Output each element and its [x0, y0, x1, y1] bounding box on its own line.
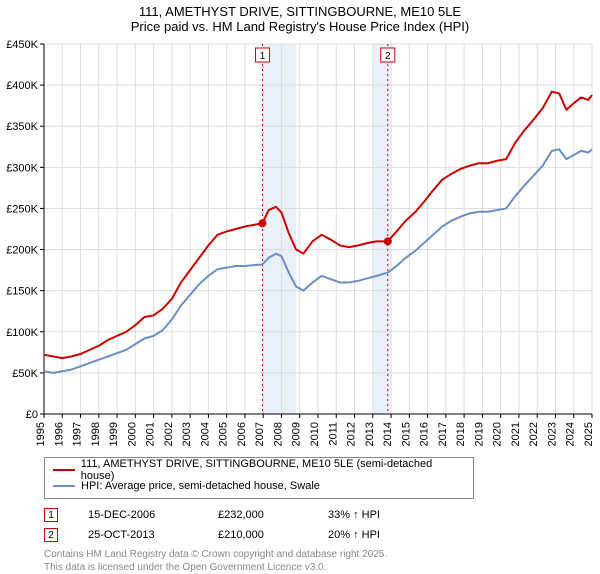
svg-text:£0: £0: [26, 409, 38, 421]
svg-text:£100K: £100K: [6, 327, 38, 339]
legend-swatch: [53, 485, 75, 487]
svg-text:2025: 2025: [583, 422, 595, 446]
svg-text:1995: 1995: [35, 422, 47, 446]
legend-swatch: [53, 469, 75, 471]
sales-table: 1 15-DEC-2006 £232,000 33% ↑ HPI 2 25-OC…: [44, 505, 600, 545]
svg-text:2: 2: [385, 51, 391, 62]
sale-marker-box: 2: [44, 528, 58, 542]
svg-text:2007: 2007: [254, 422, 266, 446]
svg-text:£250K: £250K: [6, 203, 38, 215]
title-subtitle: Price paid vs. HM Land Registry's House …: [0, 19, 600, 34]
sale-hpi: 20% ↑ HPI: [328, 529, 418, 541]
sale-price: £232,000: [218, 509, 298, 521]
svg-text:1997: 1997: [72, 422, 84, 446]
svg-text:2016: 2016: [419, 422, 431, 446]
svg-text:2006: 2006: [236, 422, 248, 446]
svg-text:2023: 2023: [546, 422, 558, 446]
svg-text:1999: 1999: [108, 422, 120, 446]
sale-marker-num: 2: [48, 530, 54, 541]
svg-text:2013: 2013: [364, 422, 376, 446]
svg-text:£200K: £200K: [6, 245, 38, 257]
chart-svg: £0 £50K £100K £150K £200K £250K £300K £350K £400…: [0, 36, 600, 451]
svg-text:2020: 2020: [492, 422, 504, 446]
sale-hpi: 33% ↑ HPI: [328, 509, 418, 521]
svg-text:2011: 2011: [327, 422, 339, 446]
svg-text:2019: 2019: [473, 422, 485, 446]
svg-text:1998: 1998: [90, 422, 102, 446]
svg-text:2012: 2012: [346, 422, 358, 446]
svg-text:1: 1: [260, 51, 266, 62]
sale-marker-box: 1: [44, 508, 58, 522]
svg-text:£350K: £350K: [6, 121, 38, 133]
legend-label: 111, AMETHYST DRIVE, SITTINGBOURNE, ME10…: [81, 458, 465, 482]
sales-row: 2 25-OCT-2013 £210,000 20% ↑ HPI: [44, 525, 600, 545]
svg-text:2017: 2017: [437, 422, 449, 446]
svg-text:2018: 2018: [455, 422, 467, 446]
legend-label: HPI: Average price, semi-detached house,…: [81, 480, 320, 492]
legend-item: 111, AMETHYST DRIVE, SITTINGBOURNE, ME10…: [53, 462, 465, 478]
title-address: 111, AMETHYST DRIVE, SITTINGBOURNE, ME10…: [0, 4, 600, 19]
sale-date: 25-OCT-2013: [88, 529, 188, 541]
svg-text:2022: 2022: [528, 422, 540, 446]
sales-row: 1 15-DEC-2006 £232,000 33% ↑ HPI: [44, 505, 600, 525]
svg-text:2010: 2010: [309, 422, 321, 446]
svg-text:2005: 2005: [218, 422, 230, 446]
chart-title: 111, AMETHYST DRIVE, SITTINGBOURNE, ME10…: [0, 0, 600, 36]
svg-text:2008: 2008: [272, 422, 284, 446]
svg-text:2002: 2002: [163, 422, 175, 446]
svg-text:2015: 2015: [400, 422, 412, 446]
chart-area: £0 £50K £100K £150K £200K £250K £300K £350K £400…: [0, 36, 600, 451]
svg-text:1996: 1996: [53, 422, 65, 446]
sale-price: £210,000: [218, 529, 298, 541]
fineprint-line: This data is licensed under the Open Gov…: [44, 562, 600, 574]
svg-text:2014: 2014: [382, 422, 394, 446]
svg-text:£400K: £400K: [6, 80, 38, 92]
svg-text:£150K: £150K: [6, 286, 38, 298]
svg-text:2024: 2024: [565, 422, 577, 446]
sale-marker-num: 1: [48, 510, 54, 521]
fineprint: Contains HM Land Registry data © Crown c…: [44, 549, 600, 574]
legend: 111, AMETHYST DRIVE, SITTINGBOURNE, ME10…: [44, 457, 474, 499]
svg-text:2004: 2004: [199, 422, 211, 446]
sale-date: 15-DEC-2006: [88, 509, 188, 521]
svg-text:£300K: £300K: [6, 162, 38, 174]
svg-text:£450K: £450K: [6, 39, 38, 51]
svg-text:2001: 2001: [145, 422, 157, 446]
svg-text:2009: 2009: [291, 422, 303, 446]
svg-text:£50K: £50K: [12, 368, 38, 380]
svg-text:2003: 2003: [181, 422, 193, 446]
svg-text:2021: 2021: [510, 422, 522, 446]
svg-text:2000: 2000: [126, 422, 138, 446]
